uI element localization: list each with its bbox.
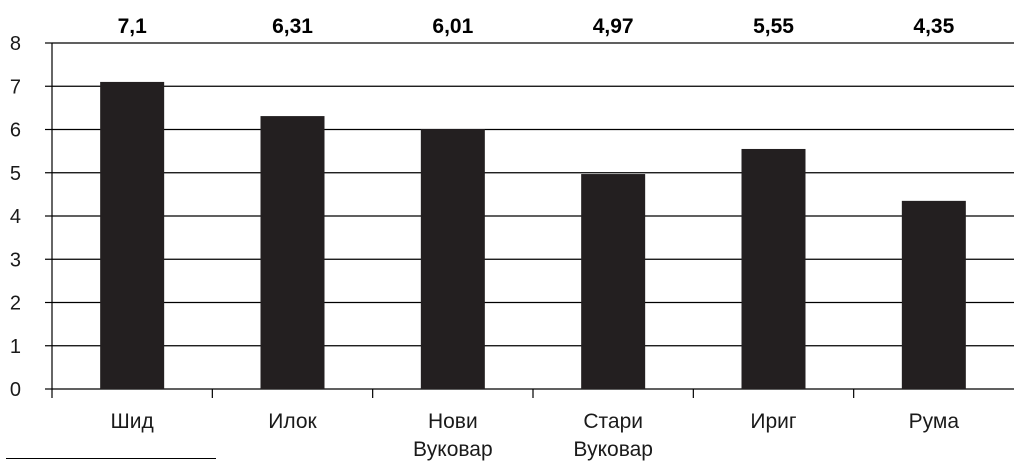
- gridlines: [52, 42, 1014, 347]
- x-category-label: Рума: [909, 410, 960, 433]
- y-tick-label: 7: [10, 76, 21, 98]
- x-category-label: Илок: [268, 410, 317, 433]
- footnote-rule: [6, 458, 216, 459]
- data-label: 4,35: [913, 15, 954, 38]
- x-category-label: Нови Вуковар: [413, 410, 493, 461]
- x-category-label: Шид: [111, 410, 154, 433]
- y-tick-label: 8: [10, 33, 21, 55]
- data-label: 6,01: [432, 15, 473, 38]
- y-tick-label: 1: [10, 336, 21, 358]
- bar: [741, 148, 806, 389]
- bar: [901, 200, 966, 389]
- y-tick-label: 4: [10, 206, 21, 228]
- bar: [100, 81, 165, 390]
- data-label: 4,97: [593, 15, 634, 38]
- y-tick-label: 6: [10, 120, 21, 142]
- data-label: 6,31: [272, 15, 313, 38]
- x-category-label: Ириг: [750, 410, 797, 433]
- data-label: 5,55: [753, 15, 794, 38]
- data-label: 7,1: [118, 15, 148, 38]
- labels: 0 1 2 3 4 5 6 7 8 7,1 Шид 6,31 Илок 6,01 Нови Вуковар 4,…: [10, 15, 959, 461]
- y-tick-label: 0: [10, 379, 21, 401]
- y-tick-label: 5: [10, 163, 21, 185]
- x-category-label: Стари Вуковар: [573, 410, 653, 461]
- bar: [420, 129, 485, 389]
- bar: [581, 174, 646, 389]
- y-tick-label: 3: [10, 249, 21, 271]
- axes: [45, 42, 1014, 398]
- bars: [100, 81, 966, 390]
- y-tick-label: 2: [10, 293, 21, 315]
- bar: [260, 116, 325, 389]
